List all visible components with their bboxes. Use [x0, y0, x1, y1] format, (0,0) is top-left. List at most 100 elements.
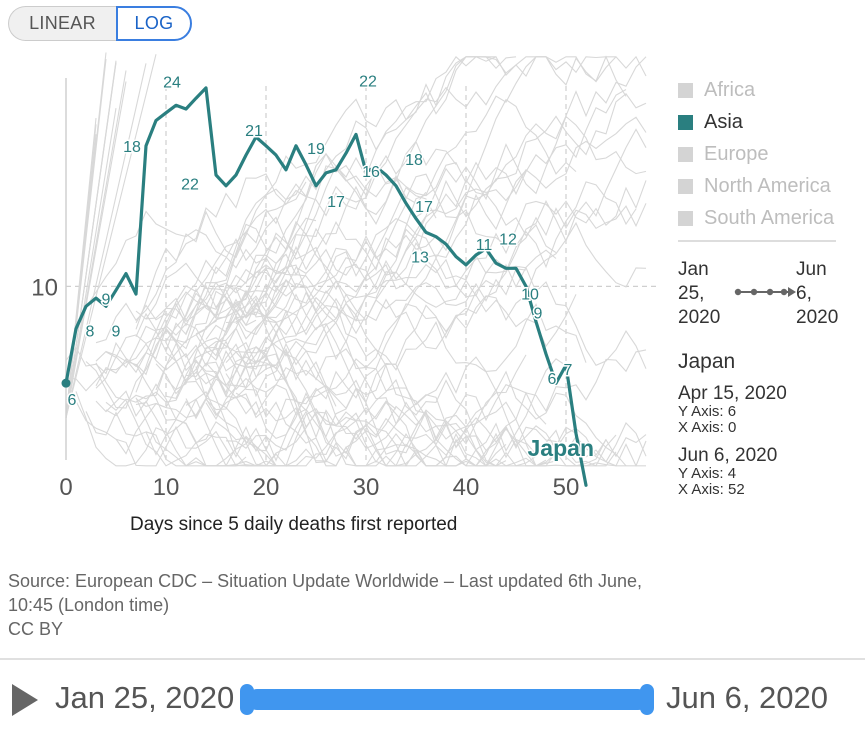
background-series-line	[65, 59, 107, 418]
range-end-date: Jun 6, 2020	[796, 258, 856, 330]
background-series-line	[135, 173, 307, 330]
background-series-line	[135, 383, 337, 449]
license-text[interactable]: CC BY	[8, 619, 64, 639]
background-series-line	[225, 221, 647, 410]
legend-divider	[678, 240, 836, 242]
x-tick-label: 50	[553, 474, 580, 501]
info-end-date: Jun 6, 2020	[678, 445, 778, 466]
background-series-line	[95, 284, 567, 467]
background-series-line	[195, 346, 647, 446]
data-label: 17	[327, 194, 345, 211]
timeline-end-handle[interactable]	[640, 684, 654, 715]
background-series-line	[185, 193, 557, 376]
background-series-line	[95, 390, 247, 467]
background-series-line	[65, 54, 157, 418]
data-label: 18	[405, 152, 423, 169]
legend-swatch	[678, 114, 693, 130]
background-series-line	[135, 346, 427, 467]
data-label: 19	[307, 141, 325, 158]
background-series-line	[165, 352, 607, 467]
legend-item-africa[interactable]: Africa	[678, 74, 858, 106]
series-line-japan	[64, 86, 588, 487]
legend-label: South America	[704, 206, 835, 229]
timeline-slider-track[interactable]	[247, 689, 648, 710]
background-series-line	[195, 334, 567, 453]
x-axis-title: Days since 5 daily deaths first reported	[130, 514, 458, 535]
entity-info-panel: Japan Apr 15, 2020 Y Axis: 6 X Axis: 0 J…	[678, 350, 858, 498]
legend-item-south-america[interactable]: South America	[678, 202, 858, 234]
background-series-line	[65, 81, 127, 418]
legend-swatch	[678, 210, 693, 226]
data-label: 6	[548, 371, 557, 388]
background-series-line	[115, 337, 267, 455]
legend-swatch	[678, 146, 693, 162]
data-label: 21	[245, 123, 263, 140]
background-series-line	[205, 116, 647, 340]
legend-swatch	[678, 82, 693, 98]
background-series-line	[185, 336, 337, 420]
range-end-month: Jun	[796, 259, 827, 280]
data-label: 16	[362, 164, 380, 181]
background-series-line	[205, 128, 647, 421]
info-entity-name: Japan	[678, 350, 736, 373]
timeline-end-label: Jun 6, 2020	[666, 680, 829, 715]
source-note: Source: European CDC – Situation Update …	[8, 569, 808, 641]
background-series-line	[105, 327, 277, 417]
info-start-x: X Axis: 0	[678, 419, 737, 436]
background-series-line	[75, 391, 286, 467]
range-start-year: 2020	[678, 307, 721, 328]
legend-item-asia[interactable]: Asia	[678, 106, 858, 138]
range-end-year: 2020	[796, 307, 839, 328]
background-series-line	[135, 165, 317, 393]
data-label: 13	[411, 250, 429, 267]
background-series-line	[195, 55, 647, 335]
background-series-line	[215, 177, 427, 348]
background-series-line	[165, 249, 557, 405]
info-end-x: X Axis: 52	[678, 481, 745, 498]
data-label: 18	[123, 139, 141, 156]
range-start-month: Jan	[678, 259, 709, 280]
scale-toggle: LINEAR LOG	[8, 6, 192, 41]
info-end-y: Y Axis: 4	[678, 465, 737, 482]
range-arrow-icon	[734, 287, 796, 297]
series-start-marker	[61, 378, 71, 388]
background-series-line	[235, 180, 647, 325]
background-series-line	[65, 108, 117, 418]
legend-label: Asia	[704, 110, 743, 133]
log-scale-button[interactable]: LOG	[116, 6, 192, 41]
legend-label: Africa	[704, 78, 756, 101]
data-label: 17	[415, 199, 433, 216]
legend-label: North America	[704, 174, 831, 197]
series-end-label: Japan	[528, 435, 594, 461]
legend-item-north-america[interactable]: North America	[678, 170, 858, 202]
timeline-start-handle[interactable]	[240, 684, 254, 715]
background-series-line	[225, 322, 547, 467]
background-series-line	[65, 62, 117, 418]
background-series-line	[65, 63, 147, 418]
play-icon[interactable]	[12, 684, 38, 716]
background-series-line	[65, 118, 97, 418]
x-tick-label: 0	[59, 474, 72, 501]
legend-label: Europe	[704, 142, 769, 165]
background-series-line	[135, 354, 527, 467]
range-end-day: 6,	[796, 283, 812, 304]
background-series-line	[135, 262, 297, 320]
date-range-summary: Jan 25, 2020 Jun 6, 2020	[678, 258, 858, 334]
background-series-line	[166, 56, 496, 344]
data-label: 8	[86, 324, 95, 341]
linear-scale-button[interactable]: LINEAR	[8, 6, 116, 41]
background-series-line	[225, 56, 617, 340]
background-series-line	[215, 56, 647, 308]
background-series-line	[185, 55, 627, 334]
data-label: 24	[163, 74, 181, 91]
x-tick-label: 40	[453, 474, 480, 501]
background-series-line	[165, 329, 507, 467]
background-series-line	[95, 56, 517, 344]
legend-swatch	[678, 178, 693, 194]
data-label: 9	[102, 291, 111, 308]
info-start-y: Y Axis: 6	[678, 403, 737, 420]
range-start-date: Jan 25, 2020	[678, 258, 738, 330]
legend: Africa Asia Europe North America South A…	[678, 74, 858, 234]
legend-item-europe[interactable]: Europe	[678, 138, 858, 170]
source-text-line2: 10:45 (London time)	[8, 595, 170, 615]
